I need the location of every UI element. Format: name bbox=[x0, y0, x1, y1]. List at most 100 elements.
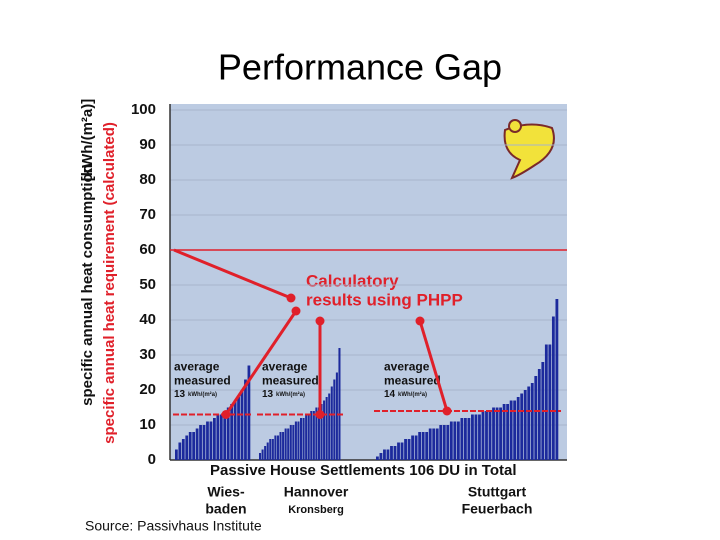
bar bbox=[284, 428, 287, 460]
callout-dot bbox=[286, 293, 296, 303]
bar bbox=[226, 407, 230, 460]
y-axis-title: specific annual heat consumption bbox=[79, 164, 96, 406]
average-label: measured bbox=[384, 373, 441, 387]
group-label: Hannover bbox=[284, 484, 349, 500]
bar bbox=[376, 456, 379, 460]
bar bbox=[276, 435, 279, 460]
bar bbox=[213, 418, 216, 460]
bar bbox=[446, 425, 450, 460]
group-label: Wies- bbox=[207, 484, 245, 500]
bar bbox=[315, 407, 318, 460]
callout-dot bbox=[221, 410, 231, 419]
average-value: 13 bbox=[262, 389, 274, 400]
callout-dot bbox=[442, 406, 452, 416]
bar bbox=[335, 372, 338, 460]
bar bbox=[209, 421, 213, 460]
bar bbox=[237, 397, 240, 460]
bar bbox=[287, 428, 290, 460]
bar bbox=[439, 425, 443, 460]
bar bbox=[379, 453, 383, 460]
y-tick-label: 90 bbox=[139, 136, 156, 153]
source: Source: Passivhaus Institute bbox=[85, 518, 262, 534]
bar bbox=[199, 425, 202, 460]
slide-title: Performance Gap bbox=[218, 47, 502, 88]
bar bbox=[328, 393, 331, 460]
y-tick-label: 70 bbox=[139, 206, 156, 223]
bar bbox=[333, 379, 336, 460]
bar bbox=[185, 435, 189, 460]
bar bbox=[474, 414, 478, 460]
average-unit: kWh/(m²a) bbox=[276, 391, 305, 398]
bar bbox=[548, 344, 552, 460]
bar bbox=[432, 428, 436, 460]
bar bbox=[305, 414, 308, 460]
bar bbox=[414, 435, 418, 460]
bar bbox=[269, 439, 272, 460]
average-label: average bbox=[262, 359, 308, 373]
bar bbox=[195, 428, 199, 460]
footer: Passive House Settlements 106 DU in Tota… bbox=[210, 462, 517, 479]
bar bbox=[297, 421, 300, 460]
average-value: 13 bbox=[174, 389, 186, 400]
callout-dot bbox=[291, 306, 301, 316]
bar bbox=[247, 365, 251, 460]
bar bbox=[292, 425, 295, 460]
bar bbox=[266, 442, 269, 460]
bar bbox=[400, 442, 404, 460]
y-tick-label: 40 bbox=[139, 311, 156, 328]
bar bbox=[240, 390, 244, 460]
logo bbox=[503, 119, 555, 180]
bar bbox=[282, 432, 285, 460]
bar bbox=[383, 449, 386, 460]
bar bbox=[435, 428, 439, 460]
bar bbox=[317, 407, 320, 460]
callout: results using PHPP bbox=[306, 290, 463, 309]
bar bbox=[492, 407, 495, 460]
bar bbox=[502, 404, 506, 460]
bar bbox=[516, 397, 520, 460]
bar bbox=[325, 397, 328, 460]
bar bbox=[523, 390, 527, 460]
bar bbox=[300, 418, 303, 460]
bar bbox=[323, 400, 326, 460]
y-tick-label: 10 bbox=[139, 416, 156, 433]
bar bbox=[506, 404, 510, 460]
bar bbox=[411, 435, 415, 460]
average-unit: kWh/(m²a) bbox=[188, 391, 217, 398]
bar bbox=[534, 376, 538, 460]
bar bbox=[320, 404, 323, 460]
bar bbox=[499, 407, 502, 460]
bar bbox=[338, 348, 341, 460]
bar bbox=[488, 411, 492, 460]
bar bbox=[460, 418, 464, 460]
bar bbox=[467, 418, 471, 460]
bar bbox=[181, 439, 185, 460]
bar bbox=[294, 421, 297, 460]
bar bbox=[527, 386, 531, 460]
bar bbox=[230, 404, 234, 460]
bar bbox=[471, 414, 474, 460]
y-tick-label: 80 bbox=[139, 171, 156, 188]
average-label: average bbox=[384, 359, 430, 373]
bar bbox=[544, 344, 548, 460]
y-tick-label: 20 bbox=[139, 381, 156, 398]
callout-leader bbox=[224, 310, 298, 416]
average-label: measured bbox=[174, 373, 231, 387]
bar bbox=[188, 432, 192, 460]
bar bbox=[537, 369, 541, 460]
bar bbox=[244, 379, 247, 460]
bar bbox=[397, 442, 400, 460]
y-axis-unit: [kWh/(m²a)] bbox=[79, 99, 96, 182]
bar bbox=[456, 421, 460, 460]
callout-leader bbox=[173, 248, 292, 300]
callout-dot bbox=[315, 316, 325, 326]
bar bbox=[233, 400, 237, 460]
average-label: measured bbox=[262, 373, 319, 387]
y-tick-label: 30 bbox=[139, 346, 156, 363]
y-tick-label: 60 bbox=[139, 241, 156, 258]
bar bbox=[178, 442, 182, 460]
bar bbox=[312, 411, 315, 460]
average-unit: kWh/(m²a) bbox=[398, 391, 427, 398]
bar bbox=[310, 411, 313, 460]
bar bbox=[453, 421, 457, 460]
